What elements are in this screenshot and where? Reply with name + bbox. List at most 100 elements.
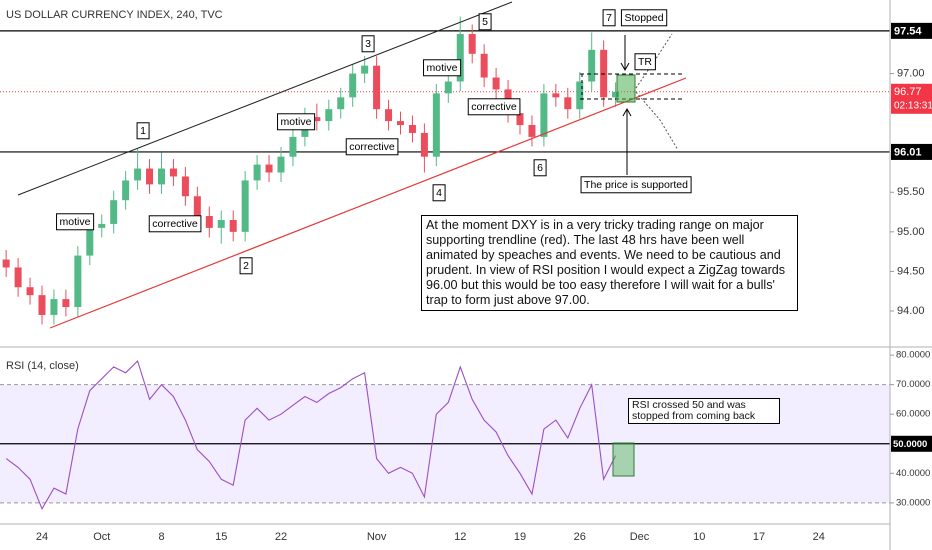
candle-body: [205, 216, 213, 228]
annotation: corrective: [349, 141, 395, 153]
annotation-box: [361, 35, 375, 53]
y-tick-label: 97.00: [897, 67, 925, 79]
annotation-box: [634, 53, 656, 71]
highlight-box: [616, 74, 636, 103]
candle-body: [313, 117, 321, 122]
y-tick-label: 95.50: [897, 186, 925, 198]
x-tick-label: Oct: [93, 531, 110, 543]
annotation: corrective: [471, 101, 517, 113]
candle-body: [289, 136, 297, 157]
candle-body: [420, 132, 428, 157]
x-tick-label: 12: [454, 531, 466, 543]
annotation: motive: [281, 116, 312, 128]
candle-body: [277, 156, 285, 173]
annotation: 7: [606, 12, 612, 24]
annotation: 2: [243, 260, 249, 272]
countdown-label: 02:13:31: [894, 100, 932, 111]
annotation-box: [56, 213, 95, 231]
candle-body: [456, 34, 464, 82]
annotation: 6: [537, 162, 543, 174]
candle-body: [564, 97, 572, 110]
level-label-bg: [891, 22, 932, 39]
annotation-box: [467, 98, 521, 116]
candle-body: [492, 77, 500, 90]
last-price-label: 96.77: [894, 86, 922, 98]
x-tick-label: 10: [693, 531, 705, 543]
y-tick-label: 95.00: [897, 226, 925, 238]
x-tick-label: 22: [275, 531, 287, 543]
annotation: 1: [140, 125, 146, 137]
annotation-box: [345, 138, 399, 156]
candle-body: [158, 168, 165, 185]
y-tick-label: 60.0000: [896, 409, 930, 420]
x-tick-label: 26: [574, 531, 586, 543]
candle-body: [146, 168, 154, 185]
rsi-comment: RSI crossed 50 and was stopped from comi…: [628, 398, 780, 424]
rsi-level-label: 50.0000: [893, 439, 927, 450]
candle-body: [480, 53, 488, 78]
x-tick-label: 19: [514, 531, 526, 543]
candle-body: [229, 219, 237, 232]
annotation-box: [239, 257, 253, 275]
annotation-box: [423, 59, 462, 77]
annotation-box: [148, 215, 202, 233]
arrow-head: [622, 107, 632, 117]
candle-body: [193, 196, 201, 217]
candle-body: [169, 168, 177, 177]
annotation: The price is supported: [584, 179, 688, 191]
annotation: TR: [638, 56, 652, 68]
annotation: 4: [436, 187, 442, 199]
candle-body: [14, 267, 22, 288]
candle-body: [408, 125, 416, 133]
x-tick-label: 8: [158, 531, 164, 543]
candle-body: [552, 93, 560, 98]
annotation: Stopped: [624, 12, 663, 24]
candle-body: [516, 113, 524, 126]
chart-title: US DOLLAR CURRENCY INDEX, 240, TVC: [6, 9, 223, 21]
candle-body: [528, 125, 536, 137]
annotation-box: [432, 184, 446, 202]
candle-body: [361, 65, 369, 74]
candle-body: [444, 81, 452, 94]
x-tick-label: 24: [813, 531, 825, 543]
candle-body: [50, 299, 58, 315]
candle-body: [576, 81, 584, 110]
annotation: corrective: [152, 218, 198, 230]
drawings: [17, 1, 687, 477]
candle-body: [38, 295, 46, 315]
candle-body: [337, 97, 345, 110]
y-tick-label: 94.00: [897, 305, 925, 317]
candle-body: [2, 259, 10, 268]
y-tick-label: 80.0000: [896, 350, 930, 361]
candle-body: [265, 164, 273, 173]
analysis-comment: At the moment DXY is in a very tricky tr…: [421, 215, 798, 311]
candle-body: [588, 49, 596, 82]
candle-body: [122, 180, 130, 201]
x-tick-label: 15: [215, 531, 227, 543]
candle-body: [385, 109, 393, 122]
x-tick-label: 17: [753, 531, 765, 543]
arrow-head: [620, 62, 630, 72]
x-tick-label: 24: [36, 531, 48, 543]
annotation-box: [602, 9, 616, 27]
rsi-line: [5, 359, 617, 511]
candle-body: [325, 109, 333, 122]
candle-body: [217, 219, 225, 228]
candle-body: [349, 73, 357, 98]
rsi-level-bg: [891, 435, 932, 452]
rsi-highlight-box: [612, 442, 635, 477]
candle-body: [62, 299, 70, 308]
candle-body: [612, 91, 620, 98]
candle-body: [241, 180, 249, 232]
candle-body: [86, 227, 94, 256]
candle-body: [110, 200, 118, 224]
annotation: 3: [365, 38, 371, 50]
candle-body: [98, 223, 106, 228]
annotation-box: [620, 9, 668, 27]
candle-body: [253, 164, 261, 181]
candle-body: [468, 34, 476, 54]
candle-body: [26, 287, 34, 296]
candle-body: [373, 65, 381, 110]
